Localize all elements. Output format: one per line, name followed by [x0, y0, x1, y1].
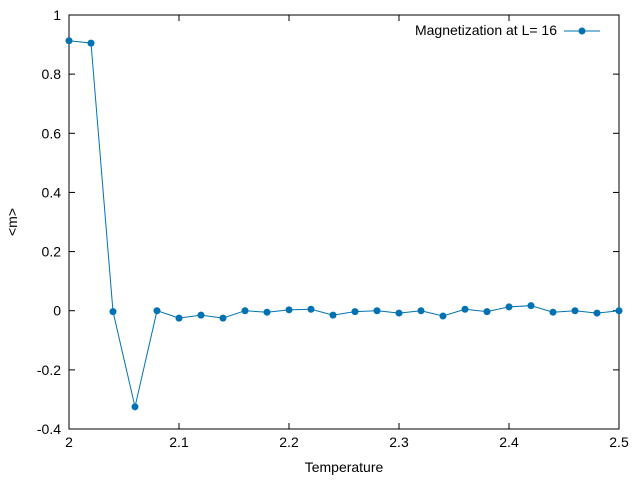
- y-tick-label: 0.4: [42, 184, 62, 200]
- data-point: [285, 306, 293, 314]
- y-tick-label: -0.4: [37, 421, 61, 437]
- data-point: [527, 302, 535, 310]
- data-point: [373, 307, 381, 315]
- plot-frame: [68, 14, 620, 430]
- data-point: [175, 314, 183, 322]
- data-point: [65, 37, 73, 45]
- series-line: [68, 40, 620, 407]
- x-tick-label: 2.4: [499, 434, 519, 450]
- x-tick-label: 2.5: [609, 434, 629, 450]
- x-tick-label: 2.3: [389, 434, 409, 450]
- y-tick-label: 0: [53, 303, 61, 319]
- y-tick-label: -0.2: [37, 362, 61, 378]
- data-point: [307, 305, 315, 313]
- x-tick-label: 2.1: [169, 434, 189, 450]
- data-point: [351, 308, 359, 316]
- data-point: [87, 39, 95, 47]
- data-point: [593, 309, 601, 317]
- data-point: [395, 309, 403, 317]
- y-tick-label: 1: [53, 7, 61, 23]
- y-tick-label: 0.8: [42, 66, 62, 82]
- x-axis-ticks: 2 2.1 2.2 2.3 2.4 2.5: [65, 15, 629, 450]
- series-layer: [65, 37, 623, 411]
- data-point: [549, 308, 557, 316]
- data-point: [241, 307, 249, 315]
- data-point: [197, 311, 205, 319]
- y-axis-ticks: -0.4 -0.2 0 0.2 0.4 0.6 0.8 1: [37, 7, 619, 437]
- data-point: [153, 307, 161, 315]
- data-point: [417, 307, 425, 315]
- data-point: [461, 305, 469, 313]
- x-axis-label: Temperature: [305, 459, 384, 475]
- data-point: [483, 308, 491, 316]
- data-point: [219, 314, 227, 322]
- data-point: [439, 312, 447, 320]
- data-point: [505, 303, 513, 311]
- data-point: [571, 307, 579, 315]
- data-point: [109, 308, 117, 316]
- y-axis-label: <m>: [4, 208, 20, 236]
- y-tick-label: 0.2: [42, 244, 62, 260]
- data-point: [329, 311, 337, 319]
- y-tick-label: 0.6: [42, 125, 62, 141]
- x-tick-label: 2.2: [279, 434, 299, 450]
- data-point: [263, 308, 271, 316]
- data-point: [131, 403, 139, 411]
- data-point: [615, 307, 623, 315]
- legend-label: Magnetization at L= 16: [415, 22, 557, 38]
- legend-marker: [578, 27, 586, 35]
- x-tick-label: 2: [65, 434, 73, 450]
- legend: Magnetization at L= 16: [415, 22, 600, 38]
